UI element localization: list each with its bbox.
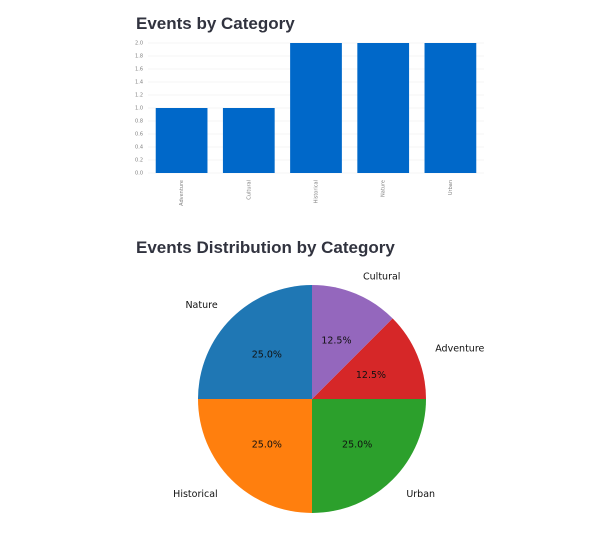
- slice-category-label: Adventure: [435, 343, 484, 354]
- y-tick-label: 2.0: [135, 41, 143, 47]
- x-tick-label: Historical: [314, 180, 320, 203]
- slice-category-label: Historical: [173, 489, 218, 500]
- x-tick-label: Cultural: [246, 180, 252, 200]
- y-tick-label: 0.8: [135, 119, 143, 125]
- bar-chart-title: Events by Category: [136, 14, 295, 33]
- bar-historical: [290, 43, 342, 173]
- y-tick-label: 0.6: [135, 132, 143, 138]
- y-tick-label: 1.2: [135, 93, 143, 99]
- x-tick-label: Nature: [381, 180, 387, 197]
- slice-percent-label: 12.5%: [321, 336, 351, 347]
- bar-adventure: [155, 108, 208, 173]
- slice-percent-label: 25.0%: [252, 349, 282, 360]
- slice-percent-label: 12.5%: [356, 370, 386, 381]
- slice-percent-label: 25.0%: [342, 440, 372, 451]
- y-tick-label: 1.6: [135, 67, 143, 73]
- bar-urban: [424, 43, 477, 173]
- slice-category-label: Cultural: [363, 271, 400, 282]
- bar-cultural: [222, 108, 275, 173]
- y-tick-label: 1.4: [135, 80, 143, 86]
- bar-nature: [357, 43, 410, 173]
- y-tick-label: 0.0: [135, 171, 143, 177]
- x-tick-label: Adventure: [179, 180, 185, 206]
- y-tick-label: 1.0: [135, 106, 143, 112]
- slice-category-label: Urban: [406, 489, 435, 500]
- slice-cultural: [312, 285, 393, 399]
- x-tick-label: Urban: [448, 180, 454, 195]
- pie-chart-title: Events Distribution by Category: [136, 238, 395, 257]
- slice-category-label: Nature: [185, 300, 217, 311]
- slice-adventure: [312, 318, 426, 399]
- y-tick-label: 0.2: [135, 158, 143, 164]
- y-tick-label: 0.4: [135, 145, 143, 151]
- y-tick-label: 1.8: [135, 54, 143, 60]
- bar-chart: 0.0 0.2 0.4 0.6 0.8 1.0 1.2 1.4 1.6 1.8 2.0 Adventu…: [135, 41, 484, 206]
- slice-historical: [198, 399, 312, 513]
- slice-percent-label: 25.0%: [252, 440, 282, 451]
- slice-urban: [312, 399, 426, 513]
- slice-nature: [198, 285, 312, 399]
